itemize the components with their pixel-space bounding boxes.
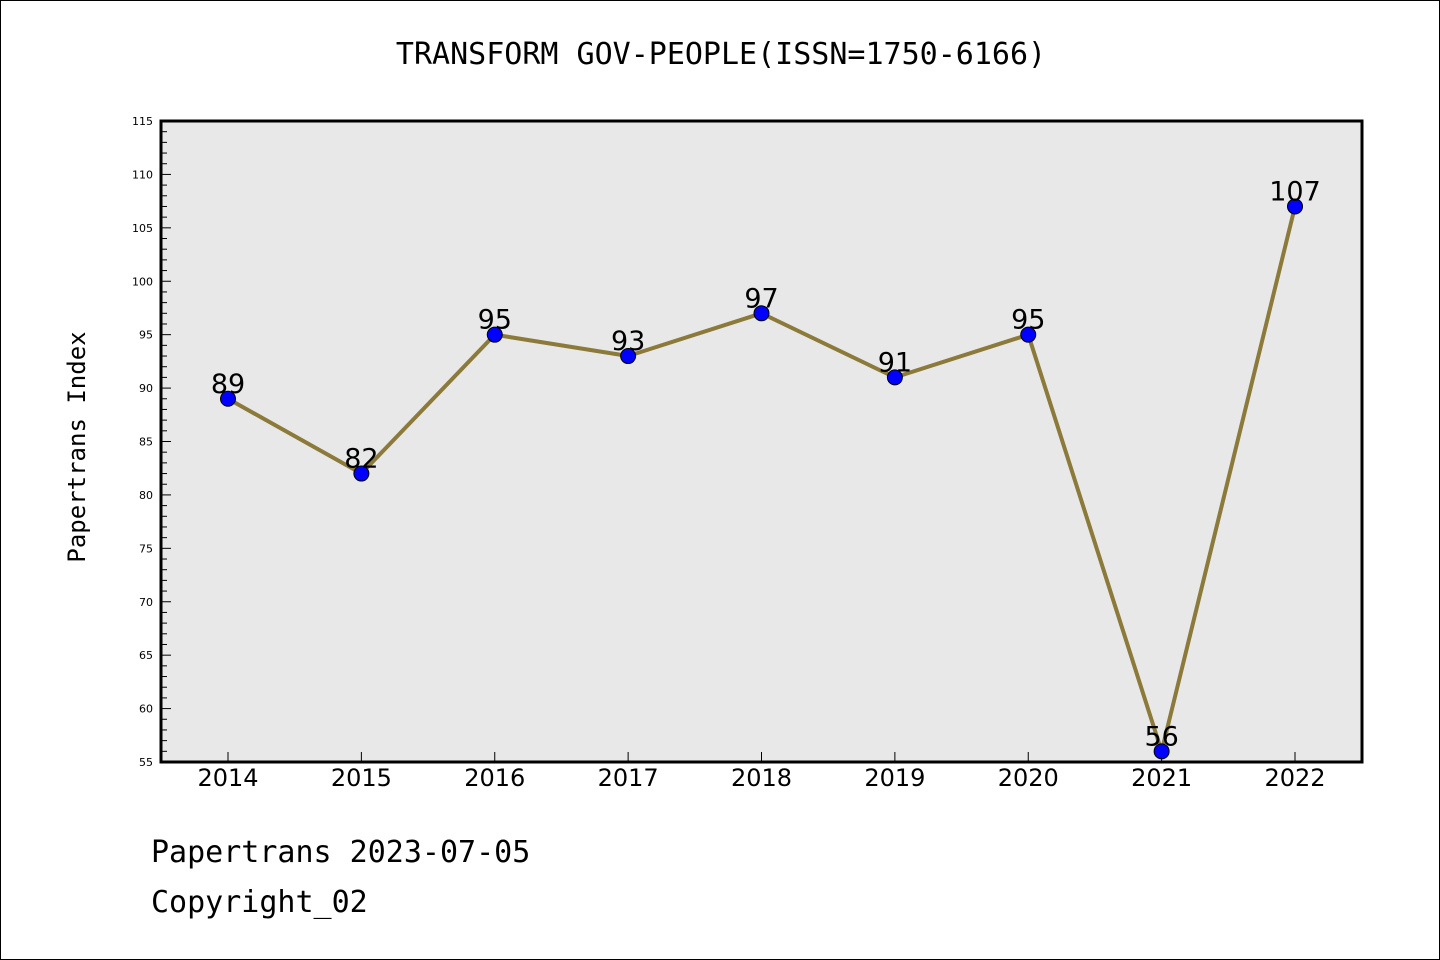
plot-frame [159, 119, 1364, 764]
x-tick-label: 2021 [1131, 764, 1192, 792]
y-tick-label: 115 [132, 115, 153, 128]
y-tick-label: 95 [139, 329, 153, 342]
x-tick-label: 2015 [331, 764, 392, 792]
y-tick-label: 105 [132, 222, 153, 235]
data-point [620, 348, 637, 365]
y-tick-labels: 55 60 65 70 75 80 85 90 95 100 105 110 115 [132, 115, 153, 769]
data-label: 89 [211, 369, 245, 400]
data-label: 56 [1144, 721, 1178, 752]
data-label: 95 [478, 305, 512, 336]
x-tick-label: 2019 [864, 764, 925, 792]
data-labels: 89 82 95 93 97 91 95 56 107 [211, 176, 1321, 752]
data-point [486, 326, 503, 343]
chart-title: TRANSFORM GOV-PEOPLE(ISSN=1750-6166) [395, 37, 1047, 72]
y-tick-label: 60 [139, 703, 153, 716]
x-tick-labels: 2014 2015 2016 2017 2018 2019 2020 2021 2022 [197, 764, 1325, 792]
data-point [220, 390, 236, 407]
x-tick-label: 2017 [598, 764, 659, 792]
y-tick-label: 65 [139, 649, 153, 662]
data-label: 91 [878, 347, 912, 378]
data-point [353, 465, 370, 482]
y-major-ticks [161, 120, 171, 763]
y-tick-label: 110 [132, 168, 153, 181]
data-point [1020, 326, 1037, 343]
data-label: 93 [611, 326, 645, 357]
y-tick-label: 85 [139, 436, 153, 449]
x-tick-label: 2018 [731, 764, 792, 792]
data-point [886, 369, 903, 386]
data-label: 82 [344, 444, 378, 475]
data-label: 97 [744, 283, 778, 314]
y-tick-label: 75 [139, 542, 153, 555]
y-tick-label: 55 [139, 756, 153, 769]
series-layer [220, 198, 1303, 760]
data-point [753, 305, 770, 322]
footer-date-text: Papertrans 2023-07-05 [151, 835, 531, 870]
x-tick-label: 2016 [464, 764, 525, 792]
y-tick-label: 80 [139, 489, 153, 502]
y-tick-label: 70 [139, 596, 153, 609]
y-tick-label: 90 [139, 382, 153, 395]
footer-copyright-text: Copyright_02 [151, 885, 368, 920]
x-tick-label: 2014 [197, 764, 258, 792]
data-label: 107 [1269, 176, 1321, 207]
x-tick-label: 2020 [998, 764, 1059, 792]
data-point [1153, 743, 1170, 760]
data-label: 95 [1011, 305, 1045, 336]
data-point [1287, 198, 1303, 215]
x-tick-label: 2022 [1264, 764, 1325, 792]
y-tick-label: 100 [132, 275, 153, 288]
plot-area [161, 121, 1362, 762]
